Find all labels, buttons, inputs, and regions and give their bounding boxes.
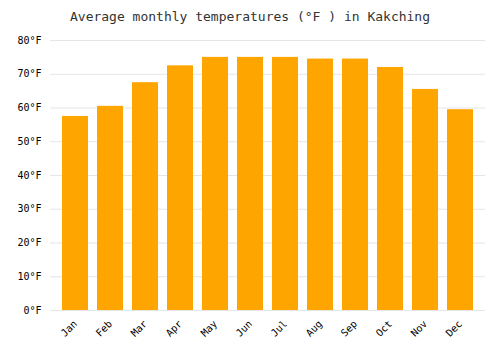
svg-text:Feb: Feb (94, 318, 115, 339)
svg-text:0°F: 0°F (23, 305, 41, 316)
svg-text:50°F: 50°F (17, 136, 41, 147)
svg-text:80°F: 80°F (17, 35, 41, 46)
svg-text:40°F: 40°F (17, 170, 41, 181)
svg-text:30°F: 30°F (17, 203, 41, 214)
svg-text:10°F: 10°F (17, 271, 41, 282)
svg-text:Dec: Dec (444, 318, 465, 339)
svg-text:20°F: 20°F (17, 237, 41, 248)
svg-text:Nov: Nov (409, 318, 430, 339)
svg-text:Mar: Mar (129, 318, 150, 339)
svg-text:60°F: 60°F (17, 102, 41, 113)
svg-text:May: May (199, 318, 220, 339)
svg-text:Oct: Oct (374, 318, 395, 339)
svg-text:Jun: Jun (234, 318, 255, 339)
svg-text:Jan: Jan (59, 318, 80, 339)
svg-text:Sep: Sep (339, 318, 360, 339)
svg-text:70°F: 70°F (17, 68, 41, 79)
svg-text:Aug: Aug (304, 318, 325, 339)
svg-text:Jul: Jul (269, 318, 290, 339)
svg-text:Apr: Apr (164, 318, 185, 339)
html-text:Average monthly temperatures (: Average monthly temperatures (°F ) in Ka… (70, 9, 430, 24)
